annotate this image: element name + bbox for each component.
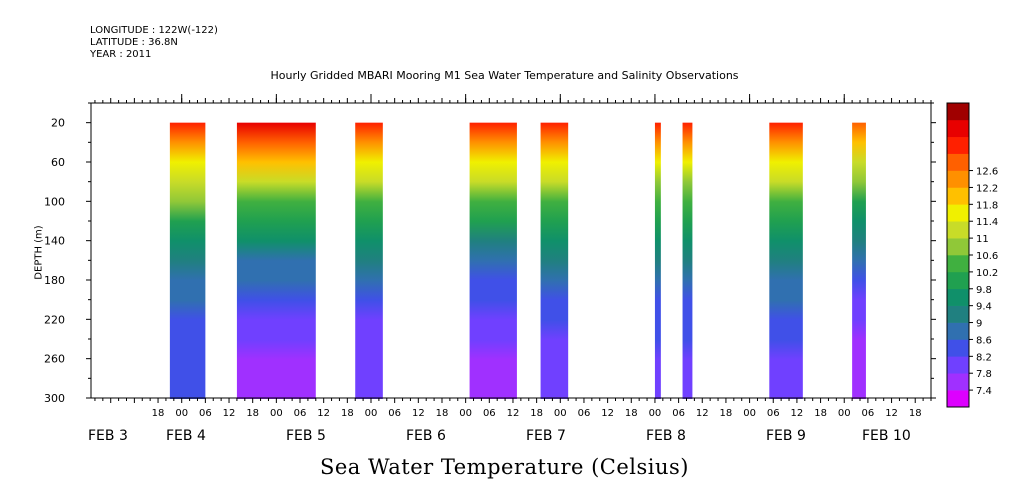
x-day-label: FEB 7: [526, 428, 566, 444]
x-tick-label: 06: [767, 408, 780, 419]
colorbar-swatch: [947, 271, 969, 290]
colorbar-swatch: [947, 136, 969, 154]
data-segment: [169, 122, 206, 400]
x-day-label: FEB 4: [166, 428, 206, 444]
y-tick-label: 300: [44, 392, 65, 405]
colorbar-swatch: [947, 255, 969, 273]
x-tick-label: 18: [152, 408, 165, 419]
x-day-label: FEB 8: [646, 428, 686, 444]
colorbar-swatch: [947, 103, 969, 121]
x-tick-label: 12: [507, 408, 520, 419]
data-segment: [682, 122, 693, 400]
colorbar-label: 7.8: [976, 369, 992, 380]
colorbar-label: 8.6: [976, 335, 992, 346]
x-tick-label: 00: [365, 408, 378, 419]
data-segment: [540, 122, 569, 400]
x-tick-label: 18: [814, 408, 827, 419]
x-tick-label: 00: [743, 408, 756, 419]
y-tick-label: 60: [51, 156, 65, 169]
x-tick-label: 18: [909, 408, 922, 419]
x-tick-label: 18: [530, 408, 543, 419]
colorbar-label: 8.2: [976, 352, 992, 363]
x-tick-label: 12: [317, 408, 330, 419]
colorbar-label: 10.6: [976, 251, 998, 262]
x-tick-label: 00: [838, 408, 851, 419]
x-tick-label: 12: [696, 408, 709, 419]
x-tick-label: 00: [270, 408, 283, 419]
plot-frame: [90, 102, 932, 399]
x-tick-label: 18: [246, 408, 259, 419]
colorbar-swatch: [947, 221, 969, 239]
x-tick-label: 00: [649, 408, 662, 419]
colorbar-label: 11.4: [976, 217, 998, 228]
colorbar-label: 9.4: [976, 302, 992, 313]
data-segment: [355, 122, 383, 400]
x-tick-label: 00: [175, 408, 188, 419]
x-tick-label: 06: [294, 408, 307, 419]
x-day-label: FEB 5: [286, 428, 326, 444]
colorbar-title: Sea Water Temperature (Celsius): [319, 455, 689, 479]
colorbar-swatch: [947, 238, 969, 256]
data-segment: [654, 122, 661, 400]
data-segment: [852, 122, 866, 400]
colorbar-swatch: [947, 204, 969, 222]
colorbar-swatch: [947, 305, 969, 323]
y-tick-label: 20: [51, 117, 65, 130]
x-tick-label: 06: [578, 408, 591, 419]
x-tick-label: 18: [436, 408, 449, 419]
colorbar-swatch: [947, 170, 969, 188]
x-tick-label: 06: [483, 408, 496, 419]
x-tick-label: 12: [412, 408, 425, 419]
x-tick-label: 06: [199, 408, 212, 419]
x-day-label: FEB 10: [862, 428, 911, 444]
x-tick-label: 12: [885, 408, 898, 419]
x-tick-label: 06: [862, 408, 875, 419]
colorbar-swatch: [947, 153, 969, 171]
colorbar-swatch: [947, 339, 969, 357]
colorbar-label: 10.2: [976, 268, 998, 279]
x-tick-label: 06: [672, 408, 685, 419]
y-tick-label: 220: [44, 313, 65, 326]
y-tick-label: 260: [44, 353, 65, 366]
data-segment: [236, 122, 316, 400]
colorbar-label: 7.4: [976, 386, 992, 397]
x-tick-label: 06: [388, 408, 401, 419]
colorbar-swatch: [947, 119, 969, 138]
x-tick-label: 12: [223, 408, 236, 419]
colorbar-swatch: [947, 356, 969, 374]
colorbar-swatch: [947, 322, 969, 340]
y-tick-label: 140: [44, 235, 65, 248]
y-axis-label: DEPTH (m): [33, 225, 45, 280]
x-tick-label: 00: [554, 408, 567, 419]
colorbar-swatch: [947, 187, 969, 205]
x-tick-label: 12: [791, 408, 804, 419]
x-tick-label: 00: [459, 408, 472, 419]
x-tick-label: 18: [720, 408, 733, 419]
data-segment: [769, 122, 803, 400]
chart-title: Hourly Gridded MBARI Mooring M1 Sea Wate…: [270, 69, 739, 82]
x-tick-label: 18: [341, 408, 354, 419]
colorbar-label: 9: [976, 319, 982, 330]
x-day-label: FEB 9: [766, 428, 806, 444]
data-segment: [469, 122, 517, 400]
colorbar-label: 12.6: [976, 167, 998, 178]
colorbar-swatch: [947, 288, 969, 306]
colorbar-label: 11.8: [976, 200, 998, 211]
colorbar-label: 12.2: [976, 183, 998, 194]
colorbar-label: 9.8: [976, 285, 992, 296]
x-day-label: FEB 3: [88, 428, 128, 444]
year-label: YEAR : 2011: [90, 49, 152, 60]
x-tick-label: 18: [625, 408, 638, 419]
y-tick-label: 100: [44, 195, 65, 208]
colorbar-swatch: [947, 373, 969, 391]
longitude-label: LONGITUDE : 122W(-122): [90, 25, 218, 36]
x-tick-label: 12: [601, 408, 614, 419]
y-tick-label: 180: [44, 274, 65, 287]
colorbar-label: 11: [976, 234, 989, 245]
latitude-label: LATITUDE : 36.8N: [90, 37, 178, 48]
colorbar-swatch: [947, 390, 969, 408]
x-day-label: FEB 6: [406, 428, 446, 444]
